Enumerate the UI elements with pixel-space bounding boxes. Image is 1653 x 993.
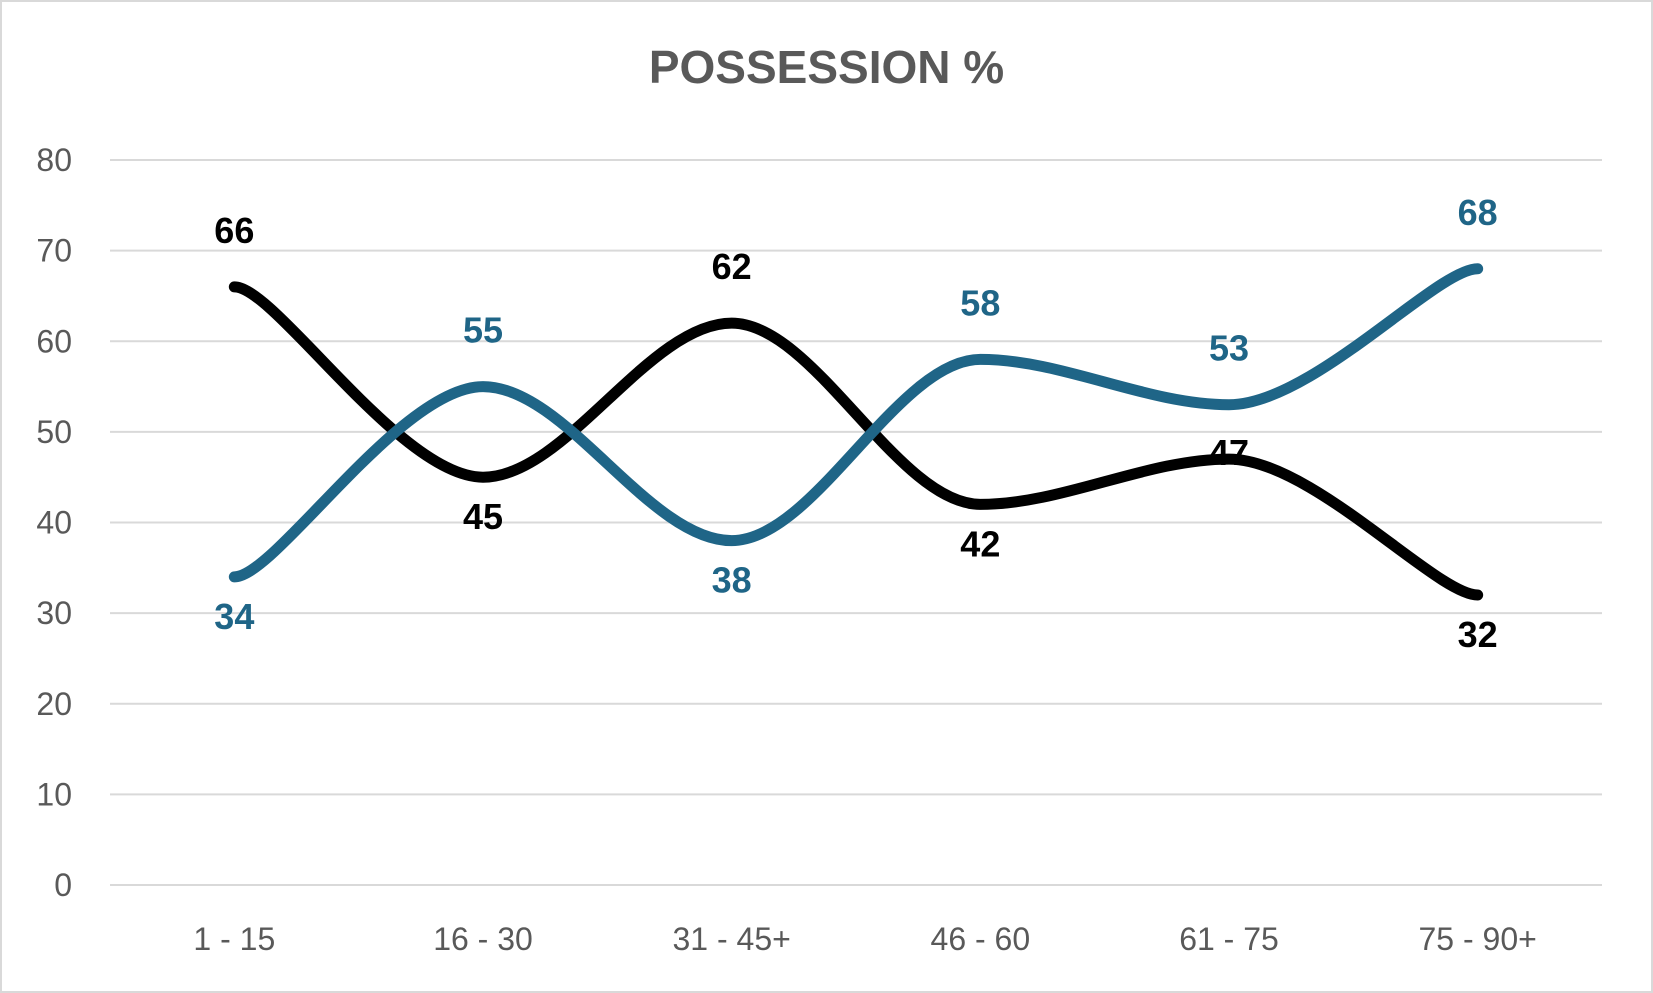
y-tick-label: 0 <box>54 867 72 903</box>
y-tick-label: 50 <box>36 414 72 450</box>
data-label: 38 <box>712 560 752 601</box>
series-line-1 <box>228 281 1484 601</box>
data-label: 55 <box>463 310 503 351</box>
data-label: 62 <box>712 246 752 287</box>
data-label: 47 <box>1209 432 1249 473</box>
gridlines <box>110 159 1602 886</box>
y-tick-label: 20 <box>36 686 72 722</box>
y-tick-label: 10 <box>36 776 72 812</box>
y-tick-label: 80 <box>36 142 72 178</box>
x-tick-label: 61 - 75 <box>1179 921 1279 957</box>
series-line-2 <box>228 263 1484 583</box>
data-label: 58 <box>960 282 1000 323</box>
y-tick-label: 30 <box>36 595 72 631</box>
y-axis-ticks: 0 10 20 30 40 50 60 70 80 <box>36 142 72 903</box>
y-tick-label: 70 <box>36 233 72 269</box>
series-lines <box>228 263 1484 601</box>
y-tick-label: 60 <box>36 323 72 359</box>
x-tick-label: 46 - 60 <box>931 921 1031 957</box>
data-label: 53 <box>1209 328 1249 369</box>
data-label: 32 <box>1458 614 1498 655</box>
x-tick-label: 16 - 30 <box>433 921 533 957</box>
data-label: 34 <box>214 596 254 637</box>
data-labels: 66 45 62 42 47 32 34 55 38 58 53 68 <box>214 192 1497 655</box>
data-label: 42 <box>960 523 1000 564</box>
y-tick-label: 40 <box>36 505 72 541</box>
chart-title: POSSESSION % <box>648 41 1005 93</box>
data-label: 45 <box>463 496 503 537</box>
x-tick-label: 75 - 90+ <box>1419 921 1537 957</box>
x-tick-label: 31 - 45+ <box>673 921 791 957</box>
x-axis-ticks: 1 - 15 16 - 30 31 - 45+ 46 - 60 61 - 75 75 - … <box>193 921 1536 957</box>
data-label: 68 <box>1458 192 1498 233</box>
x-tick-label: 1 - 15 <box>193 921 275 957</box>
data-label: 66 <box>214 210 254 251</box>
